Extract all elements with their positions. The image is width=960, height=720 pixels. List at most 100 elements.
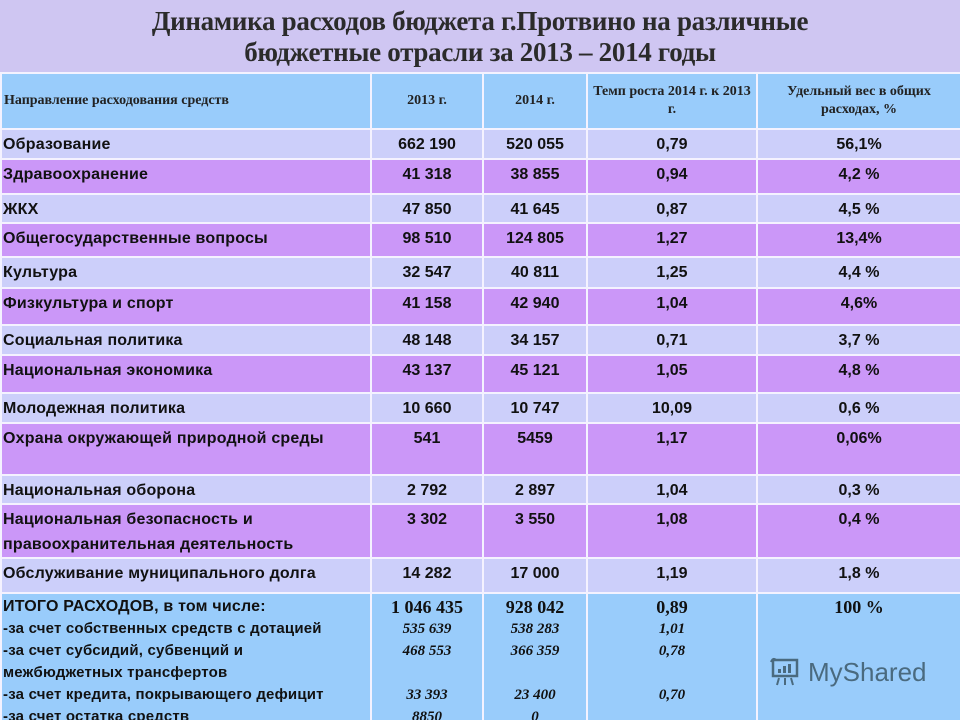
- presentation-board-icon: [768, 656, 802, 688]
- total-name-cell: ИТОГО РАСХОДОВ, в том числе: -за счет со…: [0, 592, 372, 720]
- row-2014: 42 940: [482, 287, 588, 326]
- row-2014: 3 550: [482, 503, 588, 559]
- row-growth: 10,09: [586, 392, 758, 424]
- row-2014: 34 157: [482, 324, 588, 356]
- row-2014: 10 747: [482, 392, 588, 424]
- row-2014: 41 645: [482, 193, 588, 224]
- row-growth: 0,87: [586, 193, 758, 224]
- row-2014: 124 805: [482, 222, 588, 258]
- total-growth: 0,89: [656, 597, 688, 617]
- table-row: Обслуживание муниципального долга 14 282…: [0, 557, 960, 594]
- row-growth: 1,04: [586, 474, 758, 505]
- row-2014: 45 121: [482, 354, 588, 394]
- header-share: Удельный вес в общих расходах, %: [756, 72, 960, 130]
- sub-growth-own-funds: 1,01: [658, 621, 686, 637]
- table-row: ЖКХ 47 850 41 645 0,87 4,5 %: [0, 193, 960, 224]
- row-name: ЖКХ: [0, 193, 372, 224]
- sub-2014-own-funds: 538 283: [510, 621, 560, 637]
- row-2013: 43 137: [370, 354, 484, 394]
- row-share: 3,7 %: [756, 324, 960, 356]
- row-name: Физкультура и спорт: [0, 287, 372, 326]
- row-name: Здравоохранение: [0, 158, 372, 195]
- sub-name-remainder: -за счет остатка средств: [3, 708, 190, 720]
- row-2014: 38 855: [482, 158, 588, 195]
- budget-table: Направление расходования средств 2013 г.…: [0, 72, 960, 720]
- row-2013: 48 148: [370, 324, 484, 356]
- total-2014: 928 042: [505, 597, 565, 617]
- table-row: Физкультура и спорт 41 158 42 940 1,04 4…: [0, 287, 960, 326]
- header-growth: Темп роста 2014 г. к 2013 г.: [586, 72, 758, 130]
- row-share: 0,06%: [756, 422, 960, 476]
- sub-name-credit: -за счет кредита, покрывающего дефицит: [3, 686, 324, 703]
- row-share: 0,4 %: [756, 503, 960, 559]
- row-name: Образование: [0, 128, 372, 160]
- row-name: Социальная политика: [0, 324, 372, 356]
- row-name: Национальная экономика: [0, 354, 372, 394]
- total-2014-cell: 928 042 538 283 366 359 23 400 0: [482, 592, 588, 720]
- title-line-2: бюджетные отрасли за 2013 – 2014 годы: [244, 37, 716, 67]
- row-growth: 1,04: [586, 287, 758, 326]
- title-line-1: Динамика расходов бюджета г.Протвино на …: [151, 6, 809, 36]
- row-2013: 10 660: [370, 392, 484, 424]
- row-growth: 1,05: [586, 354, 758, 394]
- row-share: 56,1%: [756, 128, 960, 160]
- row-2013: 662 190: [370, 128, 484, 160]
- total-row: ИТОГО РАСХОДОВ, в том числе: -за счет со…: [0, 592, 960, 720]
- table-row: Социальная политика 48 148 34 157 0,71 3…: [0, 324, 960, 356]
- row-2013: 47 850: [370, 193, 484, 224]
- page-title: Динамика расходов бюджета г.Протвино на …: [0, 0, 960, 72]
- header-direction: Направление расходования средств: [0, 72, 372, 130]
- row-2014: 17 000: [482, 557, 588, 594]
- row-growth: 0,94: [586, 158, 758, 195]
- table-row: Национальная безопасность и правоохранит…: [0, 503, 960, 559]
- row-2014: 2 897: [482, 474, 588, 505]
- total-2013: 1 046 435: [391, 597, 463, 617]
- table-row: Образование 662 190 520 055 0,79 56,1%: [0, 128, 960, 160]
- row-share: 4,4 %: [756, 256, 960, 289]
- table-row: Национальная оборона 2 792 2 897 1,04 0,…: [0, 474, 960, 505]
- row-share: 4,8 %: [756, 354, 960, 394]
- row-2013: 541: [370, 422, 484, 476]
- sub-growth-credit: 0,70: [658, 687, 686, 703]
- row-name: Охрана окружающей природной среды: [0, 422, 372, 476]
- total-share-cell: 100 %: [756, 592, 960, 720]
- row-growth: 0,71: [586, 324, 758, 356]
- row-name: Общегосударственные вопросы: [0, 222, 372, 258]
- sub-name-subsidies: -за счет субсидий, субвенций и: [3, 642, 244, 659]
- row-name: Национальная оборона: [0, 474, 372, 505]
- row-share: 0,3 %: [756, 474, 960, 505]
- sub-2013-credit: 33 393: [406, 687, 448, 703]
- row-name: Молодежная политика: [0, 392, 372, 424]
- sub-2013-remainder: 8850: [412, 709, 442, 720]
- sub-2014-remainder: 0: [531, 709, 539, 720]
- table-row: Охрана окружающей природной среды 541 54…: [0, 422, 960, 476]
- row-2013: 14 282: [370, 557, 484, 594]
- row-2013: 2 792: [370, 474, 484, 505]
- total-share: 100 %: [834, 597, 884, 617]
- row-growth: 0,79: [586, 128, 758, 160]
- row-growth: 1,08: [586, 503, 758, 559]
- watermark: MyShared: [768, 656, 927, 688]
- sub-growth-subsidies: 0,78: [658, 643, 686, 659]
- row-growth: 1,17: [586, 422, 758, 476]
- row-2014: 520 055: [482, 128, 588, 160]
- row-2013: 98 510: [370, 222, 484, 258]
- sub-2013-own-funds: 535 639: [402, 621, 452, 637]
- row-growth: 1,27: [586, 222, 758, 258]
- row-name: Национальная безопасность и правоохранит…: [0, 503, 372, 559]
- row-share: 13,4%: [756, 222, 960, 258]
- row-growth: 1,19: [586, 557, 758, 594]
- row-share: 4,5 %: [756, 193, 960, 224]
- row-name: Обслуживание муниципального долга: [0, 557, 372, 594]
- row-2013: 41 318: [370, 158, 484, 195]
- row-2014: 40 811: [482, 256, 588, 289]
- total-name: ИТОГО РАСХОДОВ, в том числе:: [3, 598, 266, 615]
- total-growth-cell: 0,89 1,01 0,78 0,70: [586, 592, 758, 720]
- row-share: 4,6%: [756, 287, 960, 326]
- table-row: Молодежная политика 10 660 10 747 10,09 …: [0, 392, 960, 424]
- row-share: 0,6 %: [756, 392, 960, 424]
- row-2013: 3 302: [370, 503, 484, 559]
- sub-2014-subsidies: 366 359: [510, 643, 560, 659]
- row-share: 4,2 %: [756, 158, 960, 195]
- table-row: Общегосударственные вопросы 98 510 124 8…: [0, 222, 960, 258]
